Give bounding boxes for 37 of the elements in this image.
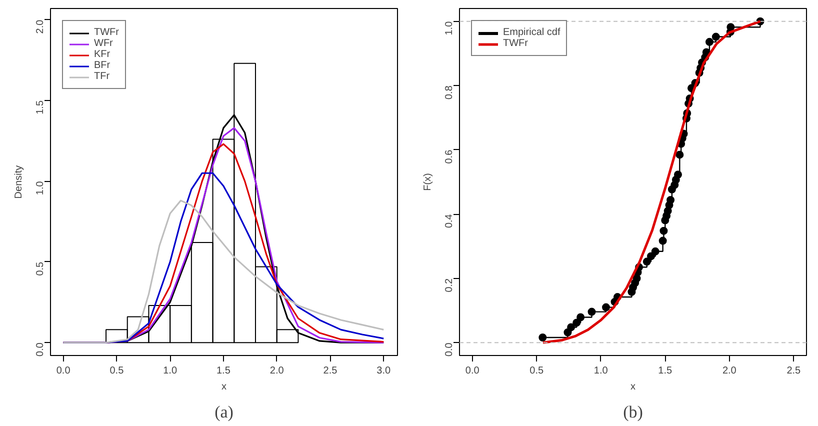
x-tick-label: 0.0 [56, 366, 71, 376]
y-tick-label: 0.8 [444, 85, 455, 100]
y-tick-label: 0.0 [444, 342, 455, 357]
x-axis-title: x [222, 382, 226, 392]
y-tick-label: 0.4 [444, 214, 455, 228]
legend-label: WFr [94, 38, 114, 49]
y-tick-label: 1.0 [35, 180, 46, 196]
legend-label: KFr [94, 49, 112, 60]
x-tick-label: 0.5 [530, 366, 544, 376]
legend-label: TWFr [94, 27, 119, 38]
x-tick-label: 2.0 [270, 366, 284, 376]
legend-label: TWFr [503, 38, 528, 49]
y-axis-title: F(x) [422, 173, 434, 191]
legend-label: Empirical cdf [503, 27, 560, 38]
x-tick-label: 1.0 [594, 366, 608, 376]
y-tick-label: 0.6 [444, 149, 455, 164]
x-tick-label: 0.5 [110, 366, 124, 376]
x-tick-label: 1.5 [216, 366, 231, 376]
legend-label: BFr [94, 60, 112, 71]
y-tick-label: 0.2 [444, 278, 455, 292]
y-tick-label: 2.0 [35, 19, 46, 34]
y-tick-label: 1.0 [444, 20, 455, 36]
y-axis-title: Density [14, 165, 24, 199]
x-tick-label: 2.5 [786, 366, 802, 376]
x-tick-label: 0.0 [465, 366, 480, 376]
text: (a) [214, 402, 234, 422]
x-tick-label: 1.5 [658, 366, 673, 376]
text: (b) [623, 402, 643, 422]
y-tick-label: 1.5 [35, 100, 46, 114]
x-tick-label: 1.0 [163, 366, 178, 376]
x-axis-title: x [630, 382, 636, 392]
y-tick-label: 0.5 [35, 261, 46, 276]
y-tick-label: 0.0 [35, 342, 46, 356]
x-tick-label: 3.0 [376, 366, 392, 376]
x-tick-label: 2.5 [323, 366, 338, 376]
legend-label: TFr [94, 71, 111, 82]
x-tick-label: 2.0 [722, 366, 737, 376]
